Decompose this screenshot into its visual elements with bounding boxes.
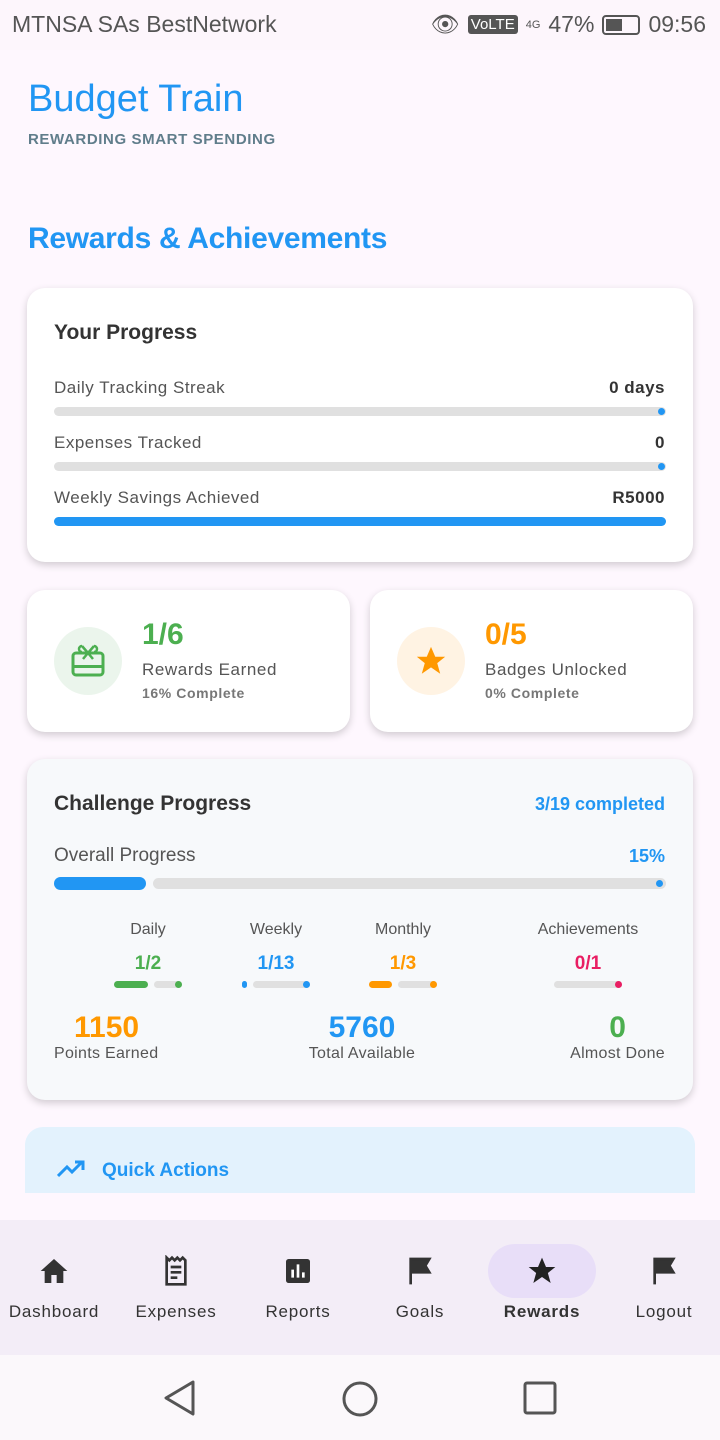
rewards-label: Rewards Earned (142, 660, 278, 679)
category-value: 0/1 (574, 953, 602, 974)
category-progress-bar (114, 981, 182, 988)
gift-card-icon (54, 627, 122, 695)
rewards-percent: 16% Complete (142, 685, 245, 701)
progress-row-value: 0 (655, 433, 665, 452)
category-name: Weekly (249, 921, 303, 938)
category-name: Monthly (374, 921, 432, 938)
recents-icon[interactable] (523, 1381, 557, 1415)
category-value: 1/13 (257, 953, 295, 974)
app-title: Budget Train (28, 78, 244, 120)
category-name: Achievements (537, 921, 639, 938)
eye-icon: 👁 (430, 11, 460, 37)
category-progress-bar (369, 981, 437, 988)
nav-item-logout[interactable]: Logout (603, 1220, 720, 1322)
total-available-label: Total Available (308, 1045, 416, 1062)
progress-row-label: Weekly Savings Achieved (54, 488, 260, 507)
progress-row-label: Expenses Tracked (54, 433, 202, 452)
your-progress-card: Your Progress Daily Tracking Streak 0 da… (27, 288, 693, 562)
trending-up-icon (57, 1160, 85, 1178)
nav-label: Reports (265, 1302, 331, 1321)
category-value: 1/2 (134, 953, 162, 974)
progress-row-bar (54, 517, 666, 526)
flag-icon (366, 1244, 474, 1298)
clock: 09:56 (648, 11, 706, 37)
category-name: Daily (130, 921, 166, 938)
category-monthly: Monthly 1/3 (333, 921, 473, 988)
badges-label: Badges Unlocked (485, 660, 628, 679)
nav-label: Expenses (135, 1302, 217, 1321)
category-value: 1/3 (389, 953, 417, 974)
battery-icon (602, 14, 641, 35)
nav-item-rewards[interactable]: Rewards (481, 1220, 603, 1322)
back-icon[interactable] (162, 1379, 198, 1417)
rewards-value: 1/6 (142, 618, 184, 651)
status-bar: MTNSA SAs BestNetwork 👁 VoLTE 4G 47% 09:… (0, 0, 720, 50)
rewards-earned-card[interactable]: 1/6 Rewards Earned 16% Complete (27, 590, 350, 732)
completed-count: 3/19 completed (534, 794, 665, 814)
nav-label: Goals (395, 1302, 445, 1321)
overall-progress-value: 15% (628, 846, 665, 866)
category-progress-bar (242, 981, 310, 988)
badges-unlocked-card[interactable]: 0/5 Badges Unlocked 0% Complete (370, 590, 693, 732)
bar-chart-icon (244, 1244, 352, 1298)
nav-item-reports[interactable]: Reports (237, 1220, 359, 1322)
carrier-name: MTNSA SAs BestNetwork (12, 11, 277, 37)
overall-bar-track (152, 878, 666, 889)
nav-label: Rewards (503, 1302, 581, 1321)
page-title: Rewards & Achievements (28, 222, 388, 255)
card-title: Challenge Progress (54, 792, 252, 815)
points-earned-value: 1150 (74, 1011, 140, 1044)
badges-percent: 0% Complete (485, 685, 580, 701)
badges-value: 0/5 (485, 618, 527, 651)
volte-badge: VoLTE (467, 15, 518, 34)
progress-row-value: 0 days (609, 378, 665, 397)
bottom-navigation: Dashboard Expenses Reports Goals Rewards… (0, 1220, 720, 1355)
progress-row-label: Daily Tracking Streak (54, 378, 226, 397)
category-progress-bar (554, 981, 622, 988)
quick-actions-title: Quick Actions (102, 1160, 230, 1181)
app-subtitle: REWARDING SMART SPENDING (28, 131, 276, 148)
points-earned: 1150 Points Earned (54, 1011, 158, 1063)
star-icon (397, 627, 465, 695)
network-type: 4G (525, 18, 541, 31)
nav-item-dashboard[interactable]: Dashboard (0, 1220, 115, 1322)
receipt-icon (122, 1244, 230, 1298)
almost-done: 0 Almost Done (570, 1011, 665, 1063)
overall-progress-label: Overall Progress (54, 845, 196, 866)
nav-item-goals[interactable]: Goals (359, 1220, 481, 1322)
progress-row-value: R5000 (612, 488, 665, 507)
nav-item-expenses[interactable]: Expenses (115, 1220, 237, 1322)
home-button-icon[interactable] (341, 1380, 379, 1418)
challenge-progress-card: Challenge Progress 3/19 completed Overal… (27, 759, 693, 1100)
nav-label: Logout (635, 1302, 693, 1321)
battery-percent: 47% (548, 11, 595, 37)
category-daily: Daily 1/2 (78, 921, 218, 988)
category-weekly: Weekly 1/13 (206, 921, 346, 988)
home-icon (0, 1244, 108, 1298)
card-title: Your Progress (54, 321, 198, 344)
almost-done-label: Almost Done (570, 1045, 665, 1062)
almost-done-value: 0 (609, 1011, 626, 1044)
progress-row-bar (54, 407, 666, 416)
flag-icon (610, 1244, 718, 1298)
overall-progress-bar (54, 877, 666, 890)
star-icon (488, 1244, 596, 1298)
progress-row-bar (54, 462, 666, 471)
quick-actions-card[interactable]: Quick Actions (25, 1127, 695, 1193)
total-available-value: 5760 (328, 1011, 396, 1044)
total-available: 5760 Total Available (287, 1011, 437, 1063)
system-navigation-bar (0, 1355, 720, 1440)
nav-label: Dashboard (8, 1302, 100, 1321)
overall-bar-fill (54, 877, 146, 890)
points-earned-label: Points Earned (54, 1045, 159, 1062)
category-achievements: Achievements 0/1 (508, 921, 668, 988)
